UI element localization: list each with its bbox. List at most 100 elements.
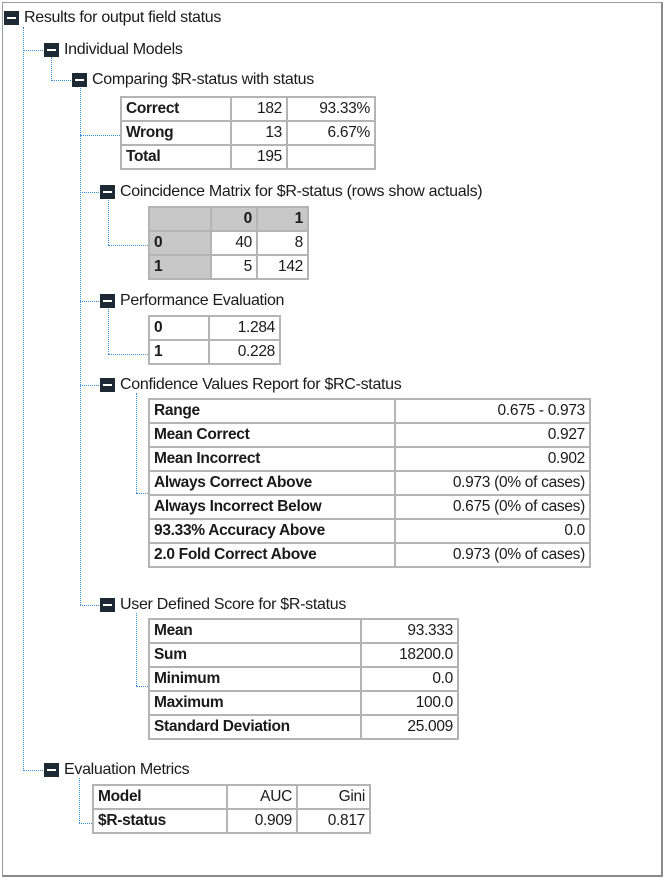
table-row: Always Incorrect Below 0.675 (0% of cases… — [148, 494, 591, 520]
tree-node-evaluation-metrics[interactable]: Evaluation Metrics — [44, 760, 190, 780]
matrix-cell: 8 — [256, 230, 309, 256]
confidence-table: Range 0.675 - 0.973 Mean Correct 0.927 Mea… — [148, 398, 591, 568]
tree-line — [51, 80, 71, 81]
row-label: Always Correct Above — [148, 470, 396, 496]
row-label: Correct — [120, 96, 232, 122]
tree-line — [23, 50, 43, 51]
count-cell: 182 — [230, 96, 288, 122]
tree-line — [79, 778, 80, 823]
value-cell: 0.973 (0% of cases) — [394, 542, 591, 568]
row-label: Mean Incorrect — [148, 446, 396, 472]
tree-line — [79, 823, 92, 824]
row-label: 0 — [148, 315, 210, 341]
corner-cell — [148, 206, 212, 232]
table-row: 1 5 142 — [148, 254, 309, 280]
value-cell: 0.902 — [394, 446, 591, 472]
value-cell: 25.009 — [360, 714, 459, 740]
coincidence-matrix-table: 0 1 0 40 8 1 5 142 — [148, 206, 309, 280]
row-label: Sum — [148, 642, 362, 668]
tree-line — [80, 605, 99, 606]
table-row: 0 1.284 — [148, 315, 281, 341]
row-label: 1 — [148, 339, 210, 365]
tree-line — [80, 192, 99, 193]
row-label: 93.33% Accuracy Above — [148, 518, 396, 544]
collapse-icon[interactable] — [44, 43, 59, 57]
count-cell: 13 — [230, 120, 288, 146]
tree-node-user-defined-score[interactable]: User Defined Score for $R-status — [100, 595, 346, 615]
tree-node-comparing[interactable]: Comparing $R-status with status — [72, 70, 314, 90]
table-row: Mean Incorrect 0.902 — [148, 446, 591, 472]
table-row: Always Correct Above 0.973 (0% of cases) — [148, 470, 591, 496]
tree-node-results[interactable]: Results for output field status — [4, 8, 221, 28]
table-row: Range 0.675 - 0.973 — [148, 398, 591, 424]
tree-line — [23, 770, 43, 771]
table-row: Wrong 13 6.67% — [120, 120, 376, 146]
value-cell: 0.0 — [360, 666, 459, 692]
node-label: Individual Models — [64, 41, 183, 58]
column-header: Model — [92, 784, 228, 810]
value-cell: 18200.0 — [360, 642, 459, 668]
tree-line — [136, 493, 148, 494]
node-label: Confidence Values Report for $RC-status — [120, 376, 402, 393]
evaluation-metrics-table: Model AUC Gini $R-status 0.909 0.817 — [92, 784, 371, 834]
tree-node-individual-models[interactable]: Individual Models — [44, 40, 183, 60]
node-label: Evaluation Metrics — [64, 761, 190, 778]
table-row: Mean Correct 0.927 — [148, 422, 591, 448]
tree-node-confidence-values[interactable]: Confidence Values Report for $RC-status — [100, 375, 402, 395]
node-label: Comparing $R-status with status — [92, 71, 314, 88]
tree-node-performance-evaluation[interactable]: Performance Evaluation — [100, 291, 284, 311]
gini-cell: 0.817 — [296, 808, 371, 834]
table-row: Mean 93.333 — [148, 618, 459, 644]
performance-table: 0 1.284 1 0.228 — [148, 315, 281, 365]
matrix-cell: 5 — [210, 254, 258, 280]
tree-line — [136, 393, 137, 493]
tree-line — [80, 301, 99, 302]
count-cell: 195 — [230, 144, 288, 170]
table-row: Total 195 — [120, 144, 376, 170]
row-label: 2.0 Fold Correct Above — [148, 542, 396, 568]
tree-line — [80, 135, 120, 136]
row-label: Maximum — [148, 690, 362, 716]
table-row: 93.33% Accuracy Above 0.0 — [148, 518, 591, 544]
table-row: Sum 18200.0 — [148, 642, 459, 668]
collapse-icon[interactable] — [4, 11, 19, 25]
collapse-icon[interactable] — [100, 294, 115, 308]
collapse-icon[interactable] — [72, 73, 87, 87]
table-row: Standard Deviation 25.009 — [148, 714, 459, 740]
value-cell: 0.927 — [394, 422, 591, 448]
table-header-row: Model AUC Gini — [92, 784, 371, 810]
row-label: Mean — [148, 618, 362, 644]
table-header-row: 0 1 — [148, 206, 309, 232]
value-cell: 0.0 — [394, 518, 591, 544]
tree-line — [108, 354, 148, 355]
row-label: Wrong — [120, 120, 232, 146]
row-header: 0 — [148, 230, 212, 256]
node-label: User Defined Score for $R-status — [120, 596, 347, 613]
column-header: AUC — [226, 784, 298, 810]
collapse-icon[interactable] — [44, 763, 59, 777]
tree-node-coincidence-matrix[interactable]: Coincidence Matrix for $R-status (rows s… — [100, 182, 483, 202]
tree-line — [80, 88, 81, 605]
table-row: $R-status 0.909 0.817 — [92, 808, 371, 834]
row-header: 1 — [148, 254, 212, 280]
table-row: Minimum 0.0 — [148, 666, 459, 692]
tree-line — [108, 309, 109, 354]
model-cell: $R-status — [92, 808, 228, 834]
row-label: Always Incorrect Below — [148, 494, 396, 520]
tree-line — [136, 686, 148, 687]
collapse-icon[interactable] — [100, 598, 115, 612]
percent-cell: 6.67% — [286, 120, 376, 146]
auc-cell: 0.909 — [226, 808, 298, 834]
column-header: Gini — [296, 784, 371, 810]
value-cell: 100.0 — [360, 690, 459, 716]
tree-line — [136, 613, 137, 686]
table-row: 2.0 Fold Correct Above 0.973 (0% of cases… — [148, 542, 591, 568]
collapse-icon[interactable] — [100, 185, 115, 199]
table-row: 1 0.228 — [148, 339, 281, 365]
row-label: Total — [120, 144, 232, 170]
collapse-icon[interactable] — [100, 378, 115, 392]
node-label: Performance Evaluation — [120, 292, 285, 309]
percent-cell — [286, 144, 376, 170]
value-cell: 0.675 - 0.973 — [394, 398, 591, 424]
